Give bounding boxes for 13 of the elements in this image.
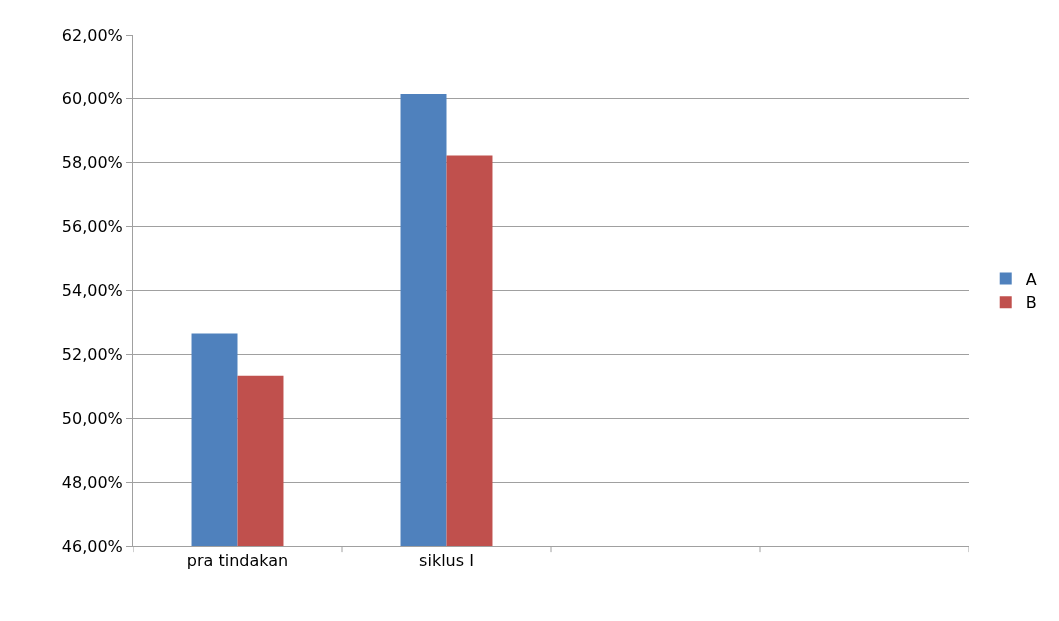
y-tick-label: 56,00% bbox=[61, 217, 123, 237]
legend-label: B bbox=[1025, 293, 1037, 313]
y-tick-label: 48,00% bbox=[61, 472, 123, 492]
y-tick-label: 54,00% bbox=[61, 281, 123, 301]
y-tick-label: 62,00% bbox=[61, 25, 123, 45]
y-tick-label: 46,00% bbox=[61, 536, 123, 556]
y-tick-label: 58,00% bbox=[61, 153, 123, 173]
y-tick-label: 60,00% bbox=[61, 89, 123, 109]
y-tick-label: 52,00% bbox=[61, 344, 123, 364]
y-tick-label: 50,00% bbox=[61, 408, 123, 428]
legend-label: A bbox=[1025, 269, 1037, 289]
x-tick-label: pra tindakan bbox=[186, 551, 289, 571]
x-tick-label: siklus I bbox=[419, 551, 474, 571]
